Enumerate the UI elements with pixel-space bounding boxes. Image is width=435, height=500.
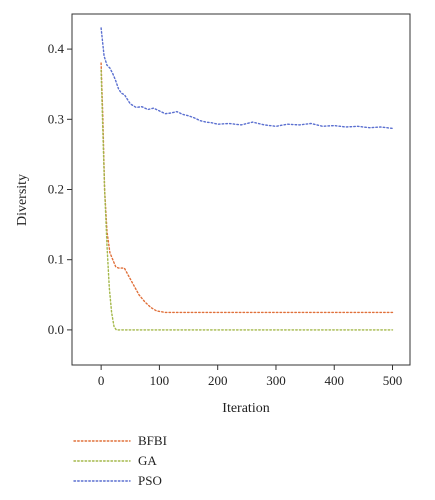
series-line-bfbi <box>100 62 394 314</box>
y-axis-title: Diversity <box>15 174 30 226</box>
y-axis: 0.0 0.1 0.2 0.3 0.4 <box>48 41 72 337</box>
y-tick-label: 0.1 <box>48 252 64 267</box>
legend: BFBI GA PSO <box>73 433 167 488</box>
x-tick-label: 0 <box>98 373 105 388</box>
x-tick-label: 500 <box>383 373 403 388</box>
x-tick-label: 300 <box>266 373 286 388</box>
y-tick-label: 0.0 <box>48 322 64 337</box>
x-tick-label: 200 <box>208 373 228 388</box>
y-tick-label: 0.3 <box>48 111 64 126</box>
x-tick-label: 100 <box>150 373 170 388</box>
series-layer <box>100 27 394 331</box>
legend-label-pso: PSO <box>138 473 162 488</box>
y-tick-label: 0.4 <box>48 41 65 56</box>
y-tick-label: 0.2 <box>48 182 64 197</box>
legend-label-ga: GA <box>138 453 157 468</box>
legend-label-bfbi: BFBI <box>138 433 167 448</box>
series-line-ga <box>100 69 394 331</box>
series-line-pso <box>100 27 394 130</box>
x-tick-label: 400 <box>324 373 344 388</box>
x-axis: 0 100 200 300 400 500 <box>98 365 402 388</box>
x-axis-title: Iteration <box>222 401 269 416</box>
